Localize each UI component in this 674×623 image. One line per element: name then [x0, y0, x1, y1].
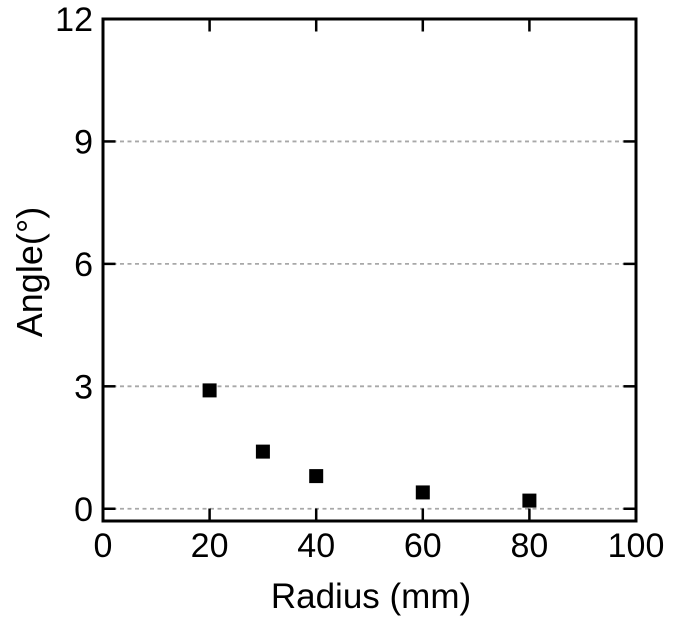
x-axis-title: Radius (mm) [270, 577, 472, 616]
y-tick-label-6: 6 [74, 246, 93, 284]
x-tick-label-60: 60 [404, 527, 442, 565]
data-point-2 [309, 469, 324, 484]
x-tick-label-100: 100 [608, 527, 665, 565]
y-tick-label-3: 3 [74, 368, 93, 406]
y-tick-label-9: 9 [74, 123, 93, 161]
x-tick-label-80: 80 [510, 527, 548, 565]
y-tick-label-12: 12 [55, 1, 93, 39]
data-point-1 [255, 444, 270, 459]
plot-frame [101, 17, 638, 523]
x-tick-label-40: 40 [297, 527, 335, 565]
y-tick-label-0: 0 [74, 491, 93, 529]
data-point-0 [202, 383, 217, 398]
data-point-4 [522, 493, 537, 508]
x-tick-label-0: 0 [94, 527, 113, 565]
y-axis-title: Angle(°) [9, 206, 50, 338]
data-point-3 [415, 485, 430, 500]
x-tick-label-20: 20 [191, 527, 229, 565]
